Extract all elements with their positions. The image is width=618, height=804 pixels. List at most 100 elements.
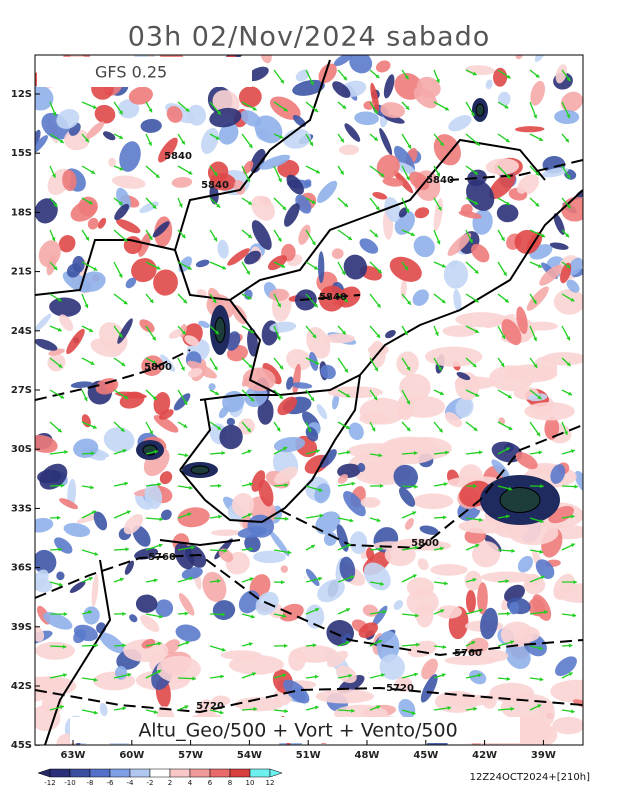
- vort-blob: [216, 239, 230, 259]
- vort-blob: [342, 121, 362, 144]
- lon-label: 39W: [531, 750, 556, 761]
- vort-blob: [406, 638, 439, 660]
- lat-label: 42S: [11, 681, 32, 692]
- colorbar-label: -2: [147, 779, 154, 787]
- lat-label: 33S: [11, 503, 32, 514]
- colorbar-swatch: [110, 769, 130, 777]
- vort-blob: [442, 325, 477, 337]
- vort-blob: [339, 144, 359, 155]
- colorbar-end: [270, 769, 282, 777]
- vort-blob: [466, 590, 476, 614]
- colorbar-label: 6: [208, 779, 213, 787]
- lon-label: 42W: [472, 750, 497, 761]
- model-label: GFS 0.25: [95, 63, 167, 82]
- colorbar-swatch: [170, 769, 190, 777]
- colorbar-label: 2: [168, 779, 172, 787]
- colorbar-label: 12: [266, 779, 275, 787]
- wind-arrow-head: [572, 613, 576, 617]
- vort-blob: [35, 642, 75, 660]
- vort-blob: [56, 571, 64, 580]
- caption: Altu_Geo/500 + Vort + Vento/500: [138, 720, 457, 742]
- vort-blob: [477, 650, 508, 662]
- wind-arrow-head: [479, 450, 483, 454]
- vort-blob: [246, 191, 280, 225]
- vort-blob: [296, 223, 313, 246]
- vort-blob: [171, 391, 193, 413]
- vort-blob: [418, 656, 442, 683]
- colorbar-label: -10: [64, 779, 75, 787]
- vort-blob: [465, 64, 495, 75]
- vort-blob: [51, 534, 75, 557]
- vort-blob: [415, 556, 431, 572]
- vort-blob: [413, 205, 430, 220]
- colorbar-end: [38, 769, 50, 777]
- wind-arrow-head: [57, 516, 60, 520]
- contour-label: 5840: [201, 180, 229, 191]
- wind-arrow-head: [284, 709, 288, 713]
- vort-blob: [554, 289, 585, 315]
- wind-arrow-head: [511, 549, 515, 553]
- vort-blob: [430, 564, 467, 576]
- vort-blob: [552, 717, 584, 734]
- contour-label: 5760: [454, 648, 482, 659]
- vort-blob: [372, 191, 388, 201]
- vort-blob: [428, 129, 466, 170]
- vort-blob: [195, 258, 210, 268]
- wind-arrow-head: [218, 484, 221, 488]
- vort-blob: [128, 613, 139, 624]
- vort-blob: [357, 235, 381, 257]
- lon-label: 45W: [413, 750, 438, 761]
- vort-blob: [324, 334, 355, 344]
- colorbar-label: -6: [107, 779, 115, 787]
- lon-label: 51W: [296, 750, 321, 761]
- contour-label: 5800: [411, 538, 439, 549]
- lon-label: 60W: [119, 750, 144, 761]
- wind-arrow-head: [315, 706, 319, 710]
- vort-blob: [83, 606, 100, 625]
- vorticity-field: [12, 37, 609, 759]
- colorbar-swatch: [50, 769, 70, 777]
- vort-blob: [211, 529, 241, 536]
- colorbar-swatch: [250, 769, 270, 777]
- vort-blob: [63, 521, 92, 539]
- vort-core: [476, 104, 484, 116]
- colorbar-label: 4: [188, 779, 193, 787]
- vort-blob: [377, 127, 394, 156]
- vort-blob: [524, 284, 552, 314]
- wind-arrow-head: [318, 577, 322, 581]
- colorbar-swatch: [90, 769, 110, 777]
- colorbar-swatch: [190, 769, 210, 777]
- vort-blob: [208, 382, 217, 391]
- lon-label: 54W: [237, 750, 262, 761]
- vort-blob: [186, 103, 208, 127]
- wind-arrow-head: [64, 612, 67, 616]
- colorbar-label: -8: [87, 779, 94, 787]
- vort-blob: [399, 374, 430, 402]
- vort-blob: [485, 79, 494, 90]
- vort-blob: [92, 102, 118, 126]
- vort-blob: [171, 176, 192, 188]
- colorbar-swatch: [70, 769, 90, 777]
- wind-arrow-head: [569, 644, 573, 648]
- vort-blob: [379, 437, 439, 465]
- vort-blob: [524, 402, 575, 420]
- vort-blob: [489, 365, 534, 391]
- wind-arrow-head: [315, 675, 319, 679]
- vort-blob: [382, 73, 397, 99]
- vort-core: [215, 318, 225, 343]
- vort-blob: [280, 564, 289, 573]
- contour-label: 5840: [164, 151, 192, 162]
- wind-arrow-head: [126, 547, 130, 551]
- vort-blob: [140, 118, 162, 133]
- lat-label: 39S: [11, 622, 32, 633]
- vort-blob: [63, 326, 87, 356]
- vort-blob: [316, 689, 374, 703]
- vort-blob: [331, 248, 344, 260]
- vort-blob: [288, 649, 305, 671]
- lat-label: 21S: [11, 267, 32, 278]
- vort-blob: [533, 48, 546, 63]
- vort-blob: [136, 594, 158, 613]
- lat-label: 36S: [11, 563, 32, 574]
- vort-blob: [137, 317, 157, 336]
- vort-blob: [446, 112, 474, 135]
